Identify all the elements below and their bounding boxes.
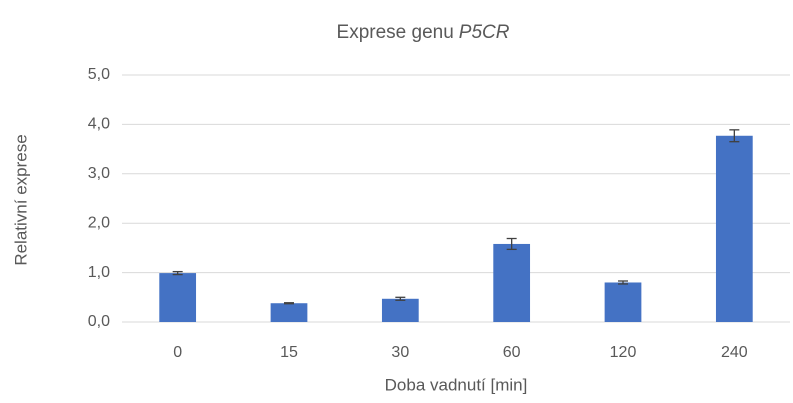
error-bar xyxy=(618,280,628,285)
bar xyxy=(604,282,642,322)
error-bar xyxy=(284,302,294,305)
error-bar xyxy=(395,296,406,301)
x-axis-title: Doba vadnutí [min] xyxy=(385,375,528,394)
chart-title: Exprese genu P5CR xyxy=(337,22,510,43)
y-axis-title: Relativní exprese xyxy=(11,134,30,265)
bar xyxy=(493,243,531,322)
title-text: Exprese genu xyxy=(337,22,454,43)
y-tick-label: 4,0 xyxy=(88,116,110,133)
x-tick-label: 60 xyxy=(503,344,521,361)
x-tick-label: 15 xyxy=(280,344,298,361)
bar xyxy=(270,303,308,322)
x-tick-label: 120 xyxy=(610,344,637,361)
y-tick-label: 2,0 xyxy=(88,214,110,231)
title-italic: P5CR xyxy=(459,22,510,43)
bar xyxy=(381,298,419,322)
y-tick-label: 3,0 xyxy=(88,165,110,182)
y-tick-label: 0,0 xyxy=(88,313,110,330)
x-tick-label: 240 xyxy=(721,344,748,361)
x-tick-label: 30 xyxy=(391,344,409,361)
x-tick-label: 0 xyxy=(173,344,182,361)
error-bar xyxy=(729,129,740,143)
bar xyxy=(159,273,197,322)
y-tick-label: 1,0 xyxy=(88,264,110,281)
error-bar xyxy=(506,237,517,251)
bar xyxy=(715,135,753,322)
error-bar xyxy=(172,270,183,276)
y-tick-label: 5,0 xyxy=(88,66,110,83)
